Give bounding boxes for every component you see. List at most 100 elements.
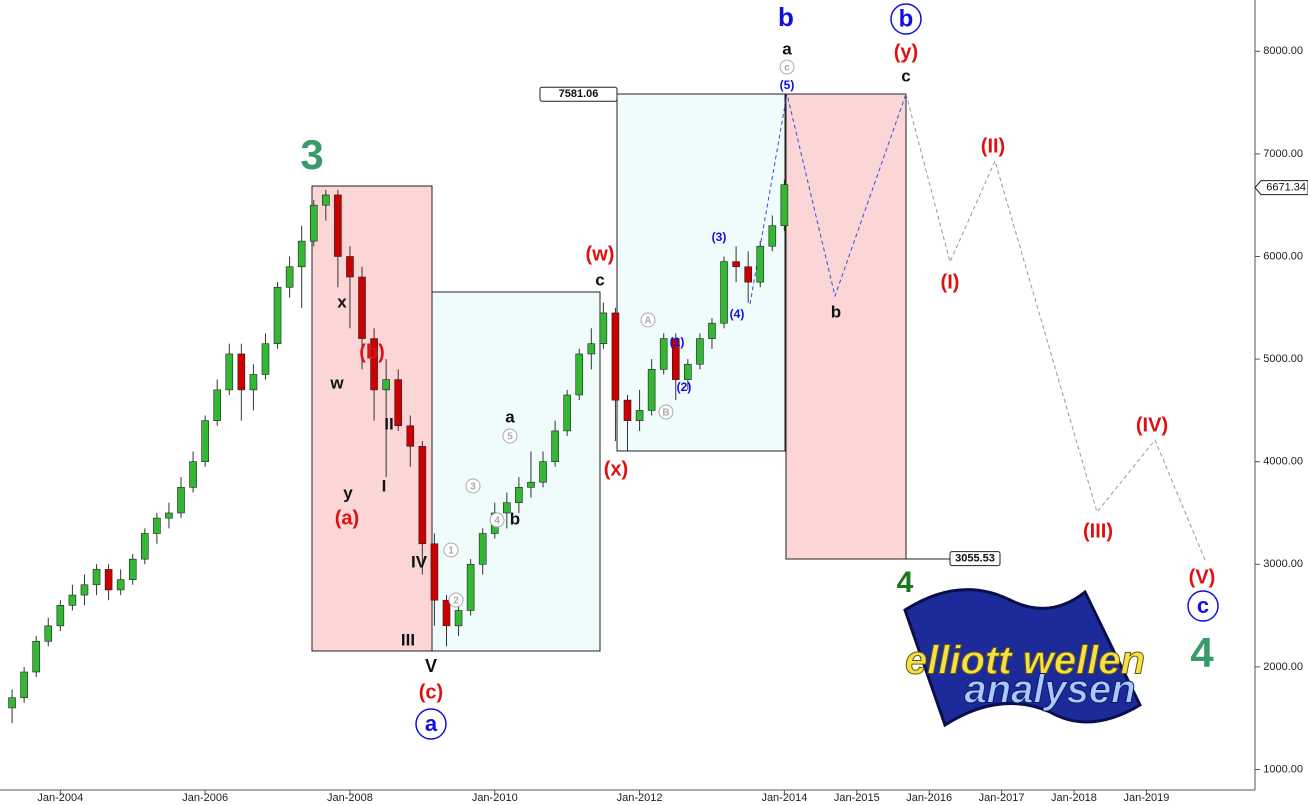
candle-body	[382, 379, 390, 391]
candle-body	[708, 322, 716, 339]
wave-label: 4	[1190, 629, 1214, 676]
candle-body	[659, 338, 668, 370]
candle-body	[322, 194, 330, 206]
candle-body	[430, 543, 439, 601]
candle-body	[732, 261, 740, 268]
x-tick-label: Jan-2017	[979, 792, 1025, 804]
last-price-label: 6671.34	[1266, 182, 1306, 194]
level-label: 7581.06	[559, 88, 599, 100]
candle-body	[647, 369, 656, 411]
candle-body	[44, 625, 53, 642]
x-tick-label: Jan-2004	[37, 792, 83, 804]
candle-body	[80, 584, 89, 596]
candle-body	[515, 487, 523, 504]
candle-body	[406, 425, 415, 447]
candle-body	[213, 389, 222, 421]
wave-label: A	[644, 316, 651, 327]
candle-body	[128, 558, 137, 580]
wave-label: c	[595, 270, 604, 289]
candle-body	[56, 605, 65, 627]
x-tick-label: Jan-2018	[1051, 792, 1097, 804]
wave-circle	[443, 542, 459, 558]
candle-body	[454, 610, 463, 627]
wave-label: a	[782, 39, 792, 58]
candle-body	[563, 394, 571, 432]
wave-label: 4	[897, 566, 914, 599]
cyan-box	[431, 291, 601, 652]
last-price-box	[1254, 180, 1308, 196]
candle-body	[503, 502, 511, 514]
wave-circle	[502, 428, 518, 444]
wave-label: b	[899, 5, 914, 32]
candle-body	[551, 430, 559, 462]
wave-label: b	[510, 509, 520, 528]
wave-label: V	[425, 656, 437, 676]
wave-label: (2)	[677, 380, 692, 394]
x-tick-label: Jan-2006	[182, 792, 228, 804]
wave-label: (III)	[1083, 520, 1113, 542]
wave-label: 1	[448, 546, 454, 557]
wave-label: II	[384, 414, 393, 433]
wave-label: a	[425, 711, 438, 736]
candle-body	[720, 261, 728, 324]
wave-circle	[489, 512, 505, 528]
candle-body	[599, 312, 608, 345]
wave-label: 2	[453, 596, 459, 607]
wave-label: (I)	[941, 271, 960, 293]
y-tick-label: 7000.00	[1263, 148, 1303, 160]
wave-label: (y)	[894, 41, 918, 63]
candle-body	[466, 563, 475, 611]
candle-body	[68, 594, 77, 606]
y-tick-label: 5000.00	[1263, 353, 1303, 365]
candle-body	[370, 338, 378, 391]
candle-body	[177, 487, 185, 514]
candle-body	[92, 569, 101, 586]
candle-body	[394, 379, 403, 427]
candle-body	[285, 266, 294, 288]
wave-label: 3	[470, 482, 476, 493]
candle-body	[635, 410, 644, 421]
candle-body	[418, 445, 427, 545]
y-tick-label: 6000.00	[1263, 250, 1303, 262]
candle-body	[249, 374, 258, 391]
y-tick-label: 3000.00	[1263, 558, 1303, 570]
wave-label: b	[778, 2, 794, 32]
y-tick-label: 4000.00	[1263, 456, 1303, 468]
candle-body	[104, 569, 113, 591]
wave-label: 4	[494, 516, 500, 527]
wave-label: (c)	[419, 681, 443, 703]
wave-label: x	[337, 292, 347, 311]
wave-label: (b)	[359, 341, 385, 363]
wave-label: (x)	[604, 458, 628, 480]
x-tick-label: Jan-2019	[1123, 792, 1169, 804]
wave-label: 5	[507, 432, 513, 443]
y-tick-label: 8000.00	[1263, 45, 1303, 57]
wave-label: 3	[300, 131, 323, 178]
candle-body	[153, 517, 161, 534]
candle-body	[273, 286, 282, 345]
candle-body	[756, 245, 765, 283]
candle-body	[768, 225, 777, 247]
wave-circle	[658, 404, 674, 420]
candle-body	[358, 276, 366, 339]
candle-body	[141, 533, 149, 560]
marks: 1000.00 2000.00 3000.00 4000.00 5000.00 6000.…	[8, 2, 1308, 804]
wave-label: c	[784, 63, 790, 74]
level-label: 3055.53	[955, 552, 995, 564]
wave-label: (II)	[981, 135, 1005, 157]
wave-label: y	[343, 483, 353, 502]
wave-label: c	[1197, 593, 1209, 618]
wave-circle	[465, 478, 481, 494]
candle-body	[539, 461, 547, 483]
candle-body	[744, 266, 752, 283]
x-tick-label: Jan-2014	[761, 792, 807, 804]
wave-circle	[415, 708, 447, 740]
wave-label: B	[662, 408, 669, 419]
candle-body	[20, 671, 28, 698]
wave-label: a	[505, 407, 515, 426]
candle-body	[116, 579, 125, 591]
candle-body	[189, 461, 197, 488]
candle-body	[261, 343, 270, 375]
wave-circle	[1187, 590, 1219, 622]
